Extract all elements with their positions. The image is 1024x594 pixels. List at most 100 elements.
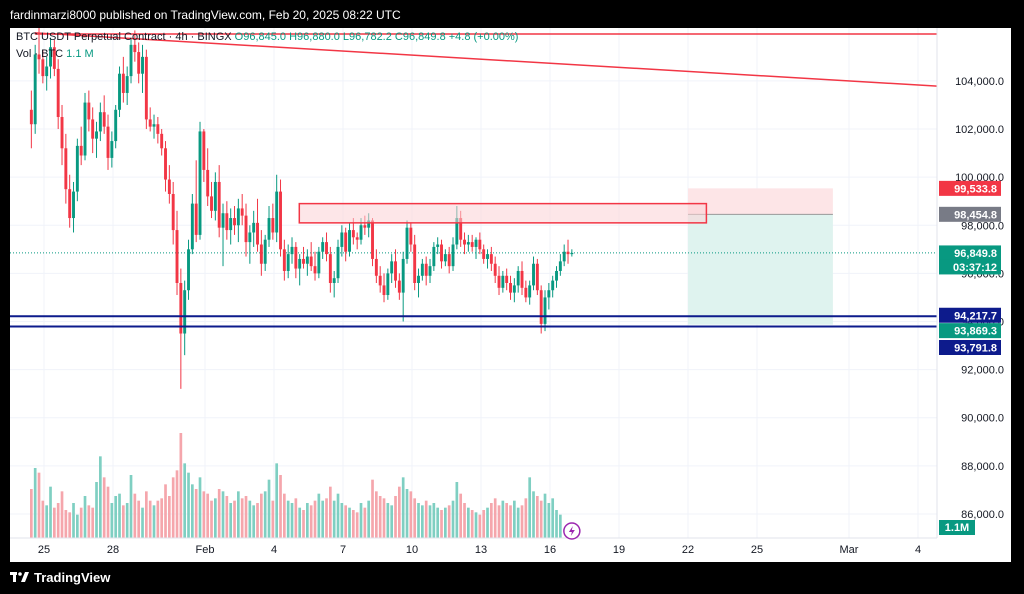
candle-body <box>95 131 98 139</box>
volume-bar <box>559 514 562 538</box>
volume-bar <box>486 507 489 538</box>
volume-bar <box>118 493 121 538</box>
volume-bar <box>447 505 451 538</box>
candle-body <box>413 244 417 283</box>
candle-body <box>528 285 532 298</box>
candle-body <box>148 119 152 127</box>
candle-body <box>566 251 570 255</box>
chart-legend: BTC USDT Perpetual Contract · 4h · BINGX… <box>16 31 518 43</box>
candle-body <box>244 215 248 243</box>
candle-body <box>282 249 286 271</box>
volume-bar <box>371 479 374 538</box>
candle-body <box>279 191 282 250</box>
x-tick-label: 22 <box>682 544 694 556</box>
candle-body <box>114 109 118 142</box>
volume-bar <box>367 500 371 538</box>
candle-body <box>474 239 478 247</box>
candle-body <box>443 254 447 262</box>
y-tick-label: 102,000.0 <box>955 124 1004 136</box>
volume-legend-value: 1.1 M <box>66 48 94 60</box>
volume-bar <box>152 505 156 538</box>
y-tick-label: 86,000.0 <box>961 509 1004 521</box>
volume-bar <box>198 477 202 538</box>
candle-body <box>501 275 505 288</box>
volume-bar <box>133 493 137 538</box>
y-tick-label: 92,000.0 <box>961 365 1004 377</box>
price-label-support2: 93,791.8 <box>954 342 997 354</box>
volume-bar <box>290 503 294 538</box>
stop-loss-zone <box>688 188 833 215</box>
price-label-last: 96,849.8 <box>954 248 997 260</box>
candle-body <box>72 191 75 219</box>
volume-bar <box>64 510 68 538</box>
candle-body <box>486 254 489 259</box>
legend-close: C96,849.8 <box>394 31 446 43</box>
candle-body <box>512 285 516 293</box>
candle-body <box>233 218 236 226</box>
candle-body <box>497 275 501 288</box>
x-tick-label: 13 <box>475 544 487 556</box>
volume-bar <box>294 498 298 538</box>
volume-bar <box>283 493 286 538</box>
candle-body <box>313 266 317 274</box>
volume-bar <box>83 496 87 538</box>
volume-bar <box>375 491 378 538</box>
volume-bar <box>114 496 118 538</box>
candle-body <box>179 283 183 334</box>
candle-body <box>190 203 194 250</box>
candle-body <box>348 230 351 252</box>
chart-area[interactable]: 86,000.088,000.090,000.092,000.094,000.0… <box>10 28 1011 562</box>
volume-bar <box>275 463 279 538</box>
candle-body <box>175 230 179 283</box>
tradingview-logo: TradingView <box>10 570 110 585</box>
candle-body <box>547 290 551 298</box>
volume-bar <box>543 493 547 538</box>
candle-body <box>252 222 256 233</box>
candle-body <box>570 252 574 255</box>
volume-bar <box>102 477 106 538</box>
volume-bar <box>148 500 152 538</box>
volume-bar <box>41 500 45 538</box>
candle-body <box>106 126 110 158</box>
candle-body <box>118 73 121 110</box>
legend-change: +4.8 (+0.00%) <box>448 31 519 43</box>
volume-bar <box>555 510 558 538</box>
candle-body <box>374 258 378 276</box>
candle-body <box>466 242 470 245</box>
candle-body <box>562 251 566 262</box>
y-tick-label: 98,000.0 <box>961 220 1004 232</box>
candle-body <box>470 242 474 247</box>
candle-body <box>236 208 240 226</box>
candle-body <box>194 203 198 235</box>
candle-body <box>309 256 313 267</box>
volume-bar <box>244 496 248 538</box>
footer-bar <box>0 562 1024 594</box>
lightning-icon-glyph <box>568 526 575 536</box>
volume-bar <box>217 489 221 538</box>
candle-body <box>102 112 106 127</box>
y-tick-label: 90,000.0 <box>961 413 1004 425</box>
candlestick-chart[interactable]: 86,000.088,000.090,000.092,000.094,000.0… <box>10 28 1011 562</box>
candle-body <box>33 54 37 125</box>
candle-body <box>56 68 60 118</box>
volume-bar <box>390 505 394 538</box>
volume-bar <box>160 498 164 538</box>
candle-body <box>344 232 348 252</box>
candle-body <box>160 133 164 149</box>
volume-bar <box>536 496 539 538</box>
price-label-last-bg <box>939 245 1001 261</box>
candle-body <box>459 218 463 240</box>
candle-body <box>555 270 558 281</box>
candle-body <box>539 290 543 324</box>
volume-bar <box>30 489 33 538</box>
volume-bar <box>168 496 171 538</box>
candle-body <box>390 261 394 274</box>
candle-body <box>121 73 125 93</box>
candle-body <box>41 59 45 77</box>
volume-bar <box>432 503 436 538</box>
candle-body <box>141 56 144 74</box>
volume-bar <box>171 477 175 538</box>
volume-bar <box>79 507 83 538</box>
candle-body <box>137 52 141 74</box>
footer-brand: TradingView <box>34 570 111 585</box>
